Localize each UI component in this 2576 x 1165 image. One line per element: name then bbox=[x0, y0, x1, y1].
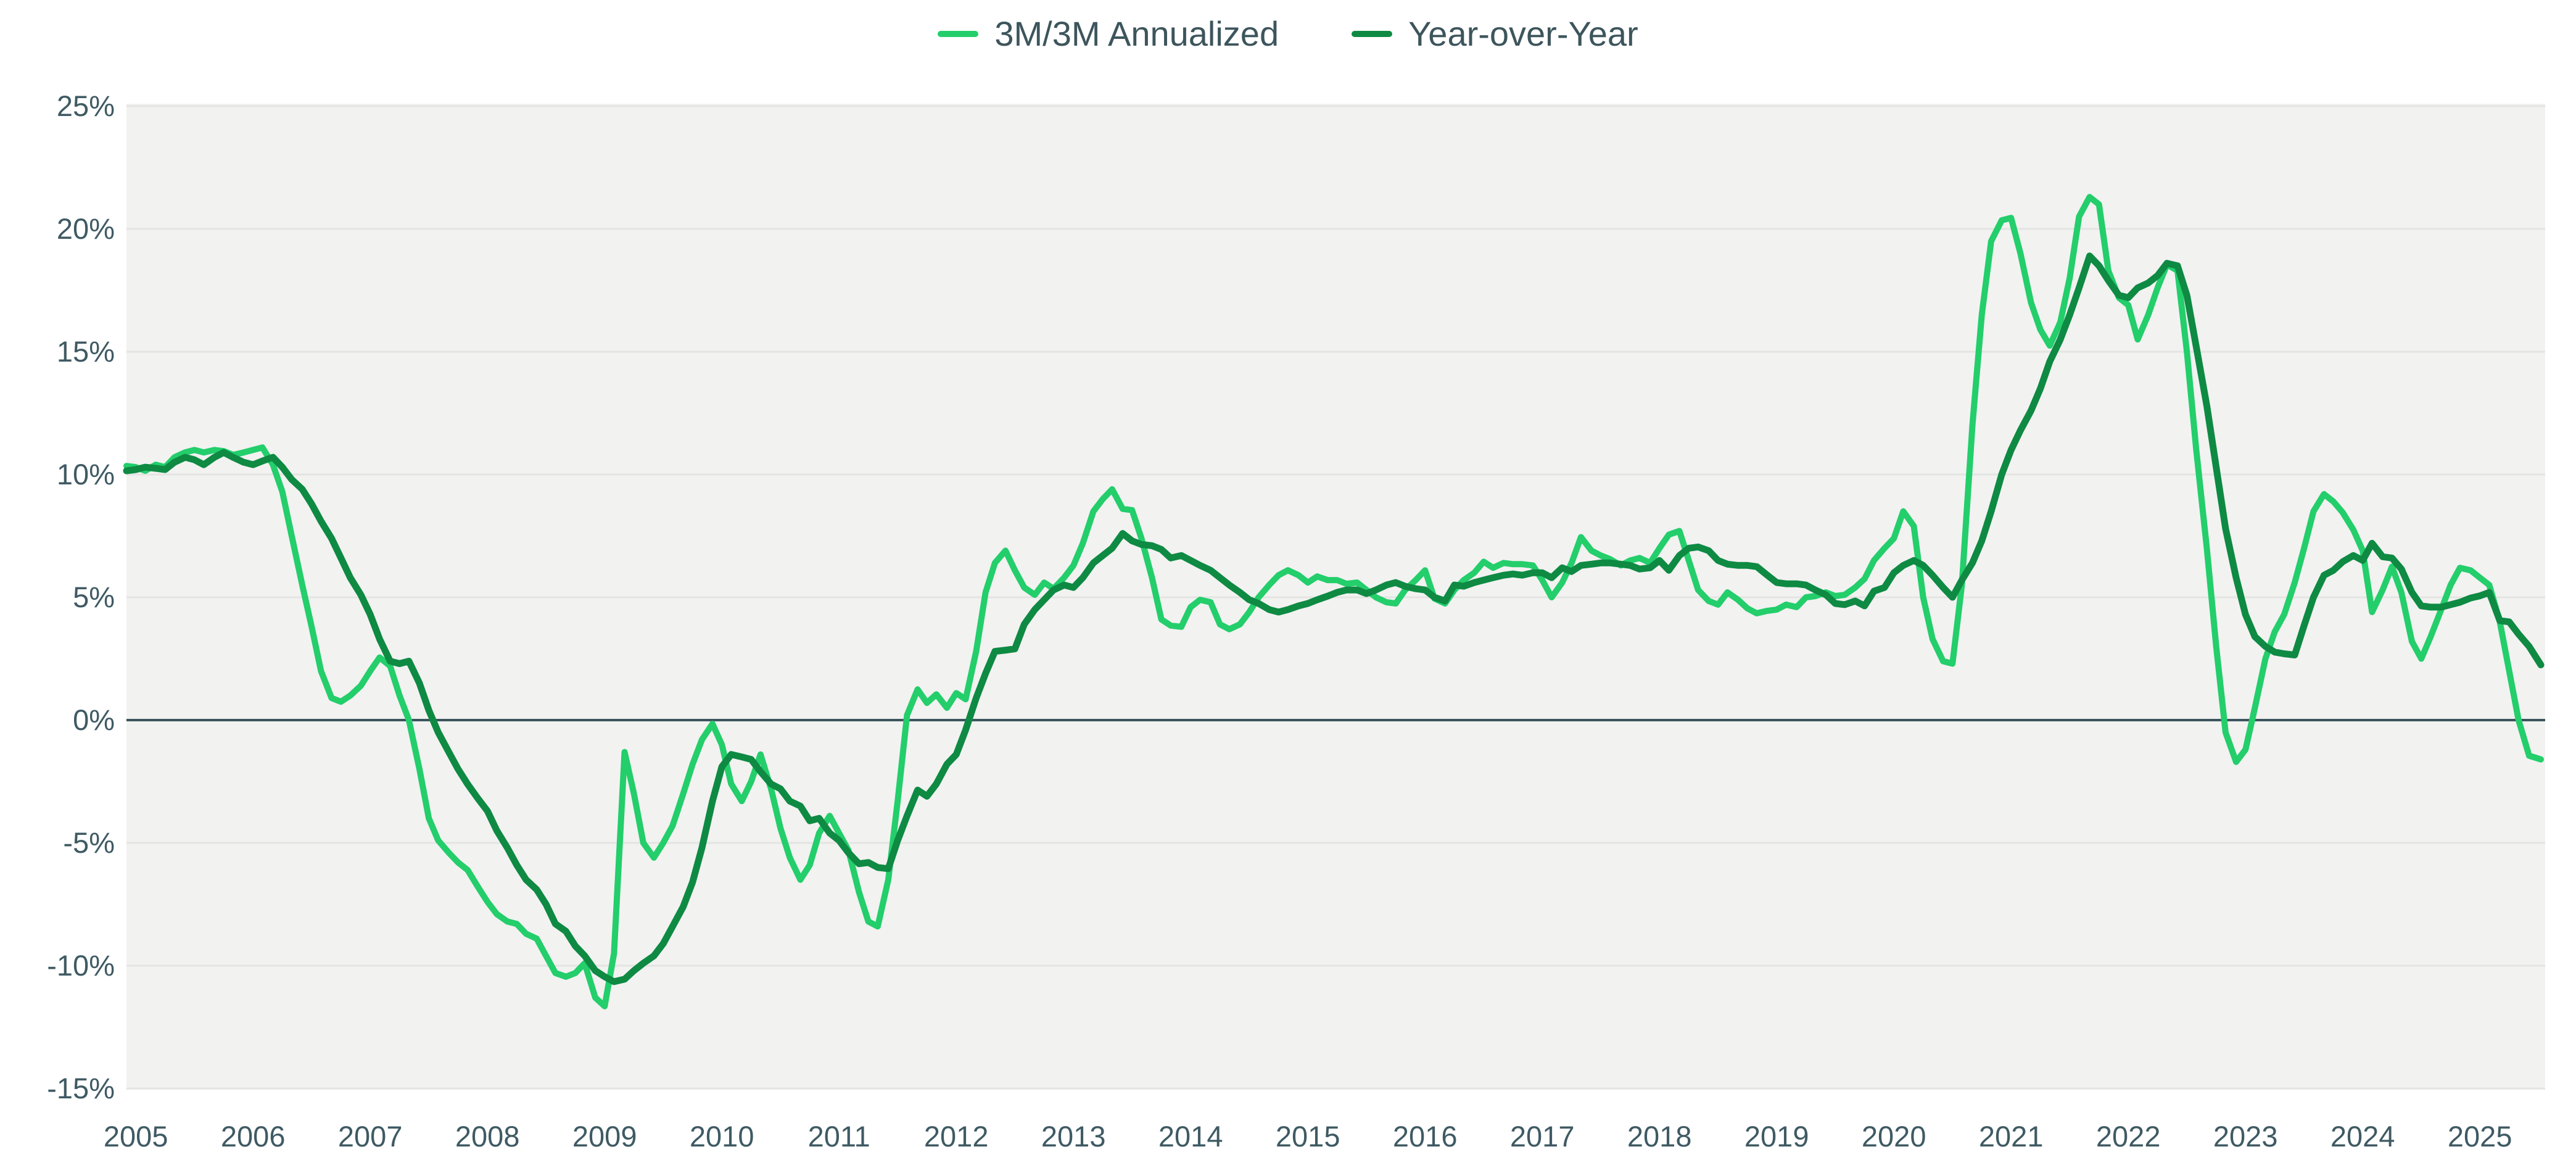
x-tick-label: 2005 bbox=[104, 1120, 168, 1153]
gridlines bbox=[126, 105, 2545, 1090]
y-tick-label: -5% bbox=[63, 826, 115, 859]
x-tick-label: 2007 bbox=[338, 1120, 403, 1153]
y-tick-label: 20% bbox=[57, 212, 115, 245]
y-tick-label: -15% bbox=[47, 1072, 115, 1105]
data-series-lines bbox=[123, 194, 2545, 1010]
x-tick-label: 2021 bbox=[1979, 1120, 2044, 1153]
x-tick-label: 2015 bbox=[1276, 1120, 1340, 1153]
x-tick-label: 2006 bbox=[221, 1120, 286, 1153]
x-tick-label: 2016 bbox=[1393, 1120, 1458, 1153]
y-tick-label: 15% bbox=[57, 335, 115, 368]
x-tick-label: 2018 bbox=[1627, 1120, 1692, 1153]
y-tick-label: -10% bbox=[47, 949, 115, 982]
x-tick-label: 2009 bbox=[572, 1120, 637, 1153]
series-line-3m3m-annualized bbox=[123, 194, 2544, 1010]
x-tick-label: 2025 bbox=[2448, 1120, 2512, 1153]
x-tick-label: 2017 bbox=[1510, 1120, 1575, 1153]
y-tick-label: 5% bbox=[73, 581, 115, 613]
y-tick-label: 10% bbox=[57, 458, 115, 491]
x-tick-label: 2023 bbox=[2213, 1120, 2278, 1153]
x-tick-label: 2008 bbox=[455, 1120, 520, 1153]
y-axis-tick-labels: 25% 20% 15% 10% 5% 0% -5% -10% -15% bbox=[47, 89, 115, 1105]
x-axis-tick-labels: 2005 2006 2007 2008 2009 2010 2011 2012 2013 2014… bbox=[104, 1120, 2512, 1153]
series-line-year-over-year bbox=[123, 252, 2545, 985]
y-tick-label: 0% bbox=[73, 703, 115, 736]
x-tick-label: 2020 bbox=[1862, 1120, 1926, 1153]
x-tick-label: 2022 bbox=[2096, 1120, 2161, 1153]
x-tick-label: 2010 bbox=[690, 1120, 754, 1153]
x-tick-label: 2014 bbox=[1158, 1120, 1223, 1153]
x-tick-label: 2012 bbox=[924, 1120, 989, 1153]
x-tick-label: 2019 bbox=[1744, 1120, 1809, 1153]
x-tick-label: 2013 bbox=[1041, 1120, 1106, 1153]
y-tick-label: 25% bbox=[57, 89, 115, 122]
x-tick-label: 2024 bbox=[2330, 1120, 2395, 1153]
x-tick-label: 2011 bbox=[808, 1120, 870, 1153]
